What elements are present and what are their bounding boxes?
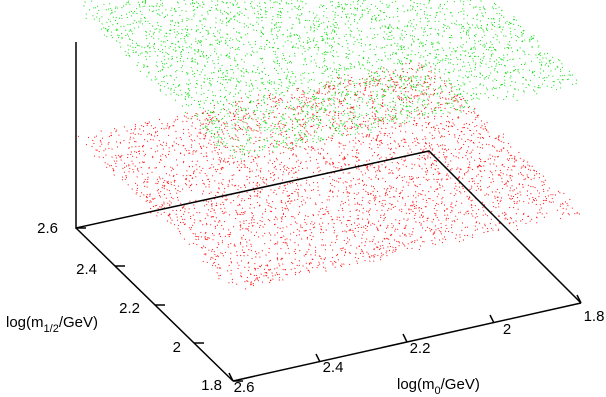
x-tick — [402, 333, 408, 343]
y-axis-title-prefix: log(m — [6, 314, 44, 331]
y-tick-label: 2.4 — [76, 261, 97, 278]
series-points-0 — [77, 62, 580, 290]
y-axis — [75, 227, 234, 382]
series-0 — [77, 62, 580, 290]
x-tick-label: 2.4 — [323, 359, 344, 376]
y-tick-label: 2.6 — [37, 220, 58, 237]
back-frame — [75, 42, 582, 304]
x-axis-title-sub: 0 — [435, 385, 441, 397]
y-tick-label: 2 — [173, 339, 181, 356]
x-tick — [489, 314, 495, 324]
y-tick-label: 1.8 — [201, 377, 222, 394]
x-tick — [315, 353, 321, 363]
y-tick-label: 2.2 — [119, 300, 140, 317]
x-tick-label: 2.6 — [234, 379, 255, 396]
x-tick-label: 1.8 — [584, 308, 605, 325]
y-axis-title-sub: 1/2 — [44, 323, 59, 335]
x-axis-title-suffix: /GeV) — [441, 376, 480, 393]
x-tick-label: 2.2 — [410, 340, 431, 357]
scatter-points — [77, 0, 580, 290]
y-axis-title-suffix: /GeV) — [59, 314, 98, 331]
x-tick-label: 2 — [503, 321, 511, 338]
series-1 — [83, 0, 578, 160]
x-axis-title: log(m0/GeV) — [397, 376, 480, 397]
x-tick — [228, 372, 234, 382]
x-tick — [576, 294, 582, 304]
x-axis-title-prefix: log(m — [397, 376, 435, 393]
y-axis-title: log(m1/2/GeV) — [6, 314, 98, 335]
series-points-1 — [83, 0, 578, 160]
